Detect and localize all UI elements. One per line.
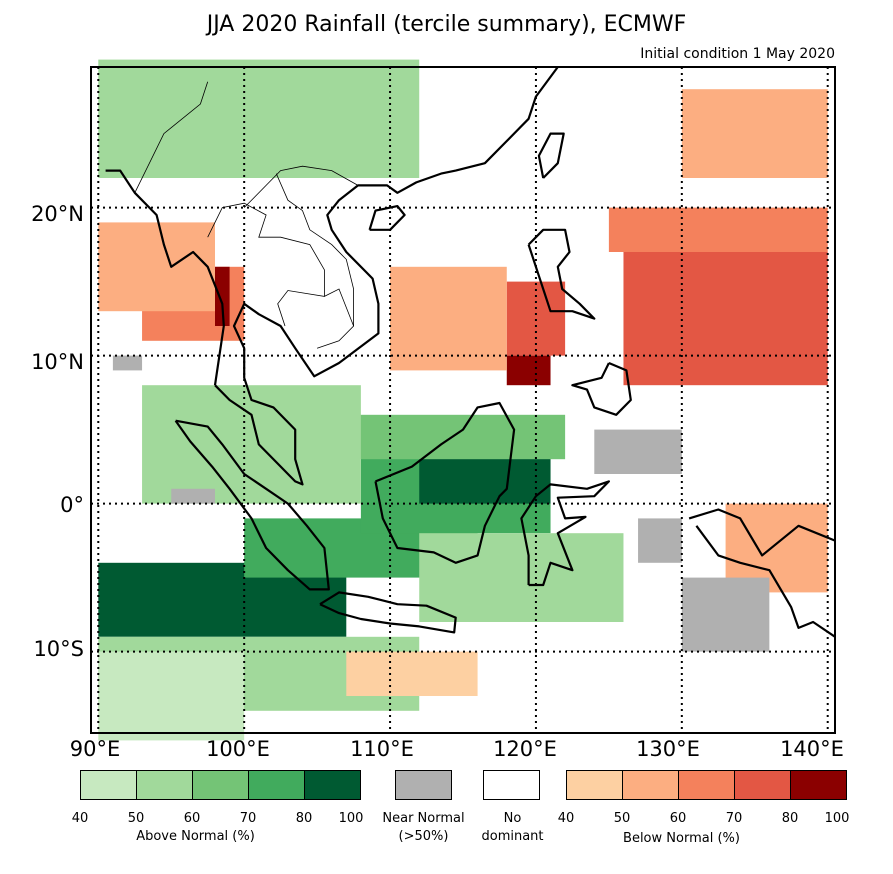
above-tick: 80 xyxy=(295,811,313,826)
lon-label-100e: 100°E xyxy=(206,737,270,761)
country-border xyxy=(243,165,359,208)
coastline xyxy=(368,205,406,231)
below-swatch xyxy=(734,771,790,799)
above-normal-colorbar xyxy=(80,770,361,800)
country-border xyxy=(207,202,325,327)
above-swatch xyxy=(248,771,304,799)
below-normal-colorbar xyxy=(566,770,847,800)
near-normal-caption-sub: (>50%) xyxy=(398,829,449,844)
country-border xyxy=(316,288,355,349)
lat-label-10n: 10°N xyxy=(31,350,84,374)
below-normal-region xyxy=(681,89,828,178)
below-normal-caption: Below Normal (%) xyxy=(623,831,740,846)
near-normal-region xyxy=(112,355,143,371)
below-tick: 80 xyxy=(781,811,799,826)
coastline xyxy=(319,591,457,634)
map-frame xyxy=(90,66,836,734)
coastline xyxy=(688,508,836,557)
coastline xyxy=(374,401,516,564)
above-tick: 60 xyxy=(183,811,201,826)
no-dominant-caption: No xyxy=(503,811,522,826)
lon-label-130e: 130°E xyxy=(636,737,700,761)
country-border xyxy=(275,173,355,326)
near-normal-region xyxy=(171,488,215,504)
above-normal-region xyxy=(98,651,245,741)
no-dominant-swatch xyxy=(483,770,540,800)
near-normal-region xyxy=(638,518,682,563)
coastlines xyxy=(105,66,836,638)
coastline xyxy=(214,66,559,486)
lon-label-90e: 90°E xyxy=(69,737,121,761)
below-tick: 40 xyxy=(557,811,575,826)
below-swatch xyxy=(567,771,622,799)
map-title: JJA 2020 Rainfall (tercile summary), ECM… xyxy=(206,12,687,37)
below-swatch xyxy=(678,771,734,799)
lon-label-120e: 120°E xyxy=(493,737,557,761)
forecast-cells xyxy=(98,59,828,741)
below-swatch xyxy=(790,771,846,799)
below-normal-region xyxy=(98,222,215,312)
below-swatch xyxy=(622,771,678,799)
near-normal-region xyxy=(681,577,770,652)
lat-label-10s: 10°S xyxy=(33,637,84,661)
near-normal-caption: Near Normal xyxy=(382,811,465,826)
above-swatch xyxy=(136,771,192,799)
above-swatch xyxy=(81,771,136,799)
coastline xyxy=(520,480,611,587)
lon-label-140e: 140°E xyxy=(780,737,844,761)
graticule xyxy=(91,67,835,733)
lat-label-0: 0° xyxy=(60,493,84,517)
below-normal-region xyxy=(623,252,828,386)
above-tick: 100 xyxy=(338,811,364,826)
above-tick: 70 xyxy=(239,811,257,826)
below-normal-region xyxy=(215,266,230,326)
above-tick: 50 xyxy=(127,811,145,826)
above-swatch xyxy=(304,771,360,799)
lon-label-110e: 110°E xyxy=(350,737,414,761)
coastline xyxy=(527,228,596,320)
below-normal-region xyxy=(506,355,551,386)
near-normal-region xyxy=(594,429,682,474)
below-normal-region xyxy=(346,651,478,696)
no-dominant-caption-sub: dominant xyxy=(481,829,544,844)
coastline xyxy=(571,361,632,416)
above-swatch xyxy=(192,771,248,799)
coastline xyxy=(537,132,565,179)
country-border xyxy=(134,81,209,193)
above-normal-region xyxy=(142,385,361,504)
below-normal-region xyxy=(390,266,507,371)
lat-label-20n: 20°N xyxy=(31,202,84,226)
below-tick: 50 xyxy=(613,811,631,826)
above-tick: 40 xyxy=(71,811,89,826)
above-normal-region xyxy=(98,59,420,178)
coastline xyxy=(105,169,225,386)
below-tick: 100 xyxy=(824,811,850,826)
coastline xyxy=(695,525,836,638)
below-normal-region xyxy=(608,207,828,252)
initial-condition-label: Initial condition 1 May 2020 xyxy=(640,46,835,62)
below-tick: 70 xyxy=(725,811,743,826)
near-normal-swatch xyxy=(395,770,452,800)
below-tick: 60 xyxy=(669,811,687,826)
coastline xyxy=(174,419,330,591)
above-normal-region xyxy=(419,533,624,622)
above-normal-caption: Above Normal (%) xyxy=(136,829,255,844)
